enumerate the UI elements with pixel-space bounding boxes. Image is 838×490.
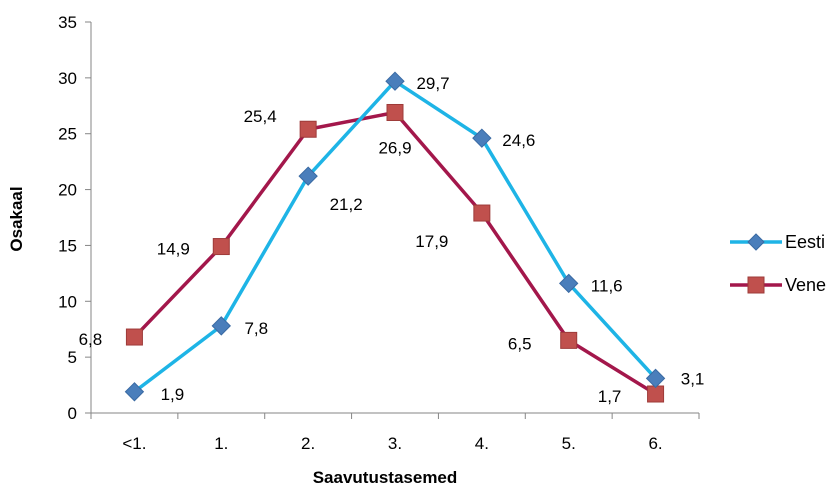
data-label: 21,2 bbox=[330, 195, 363, 214]
data-point-marker bbox=[473, 204, 491, 222]
data-label: 25,4 bbox=[244, 107, 277, 126]
data-point-marker bbox=[559, 273, 579, 294]
data-labels: 1,9 7,8 21,2 29,7 24,6 11,6 3,1 6,8 14,9 25,4 26,9… bbox=[79, 74, 705, 406]
data-point-marker bbox=[472, 128, 492, 148]
data-label: 11,6 bbox=[591, 276, 623, 295]
x-axis-title: Saavutustasemed bbox=[313, 468, 458, 487]
data-point-marker bbox=[125, 328, 143, 346]
data-point-marker bbox=[299, 120, 317, 138]
data-point-marker bbox=[124, 382, 145, 402]
data-point-marker bbox=[560, 331, 578, 349]
data-point-marker bbox=[298, 166, 318, 186]
x-tick-label: 5. bbox=[562, 434, 576, 453]
legend-label-eesti: Eesti bbox=[785, 232, 825, 252]
data-point-marker bbox=[385, 71, 405, 91]
x-tick-label: 6. bbox=[648, 434, 662, 453]
data-point-marker bbox=[647, 385, 665, 403]
data-label: 26,9 bbox=[378, 138, 411, 157]
data-point-marker bbox=[211, 316, 231, 336]
data-label: 6,8 bbox=[79, 330, 103, 349]
legend-label-vene: Vene bbox=[785, 275, 826, 295]
data-label: 1,7 bbox=[598, 387, 622, 406]
y-tick-label: 30 bbox=[58, 69, 77, 88]
data-label: 24,6 bbox=[502, 131, 535, 150]
data-label: 14,9 bbox=[157, 240, 190, 259]
y-tick-label: 25 bbox=[58, 125, 77, 144]
y-tick-label: 15 bbox=[58, 236, 77, 255]
x-tick-label: 4. bbox=[475, 434, 489, 453]
x-tick-label: 2. bbox=[301, 434, 315, 453]
y-tick-label: 20 bbox=[58, 181, 77, 200]
y-axis-title: Osakaal bbox=[7, 186, 26, 251]
data-label: 1,9 bbox=[161, 385, 185, 404]
axes: 0 5 10 15 20 25 30 35 <1. 1. 2. 3. 4. 5. 6. bbox=[58, 13, 700, 453]
data-label: 29,7 bbox=[416, 74, 449, 93]
data-label: 7,8 bbox=[244, 319, 268, 338]
legend: Eesti Vene bbox=[730, 232, 826, 295]
data-point-marker bbox=[645, 368, 666, 389]
y-tick-label: 35 bbox=[58, 13, 77, 32]
data-point-marker bbox=[212, 238, 230, 256]
x-tick-label: 3. bbox=[388, 434, 402, 453]
x-tick-label: 1. bbox=[214, 434, 228, 453]
y-tick-label: 0 bbox=[68, 404, 77, 423]
y-tick-label: 10 bbox=[58, 292, 77, 311]
x-tick-label: <1. bbox=[122, 434, 146, 453]
legend-marker-vene bbox=[747, 276, 765, 294]
data-label: 6,5 bbox=[508, 334, 532, 353]
data-label: 3,1 bbox=[681, 369, 705, 388]
y-tick-label: 5 bbox=[68, 348, 77, 367]
legend-marker-eesti bbox=[747, 233, 765, 251]
data-label: 17,9 bbox=[415, 232, 448, 251]
data-point-marker bbox=[386, 103, 404, 121]
series-layer bbox=[124, 71, 666, 403]
